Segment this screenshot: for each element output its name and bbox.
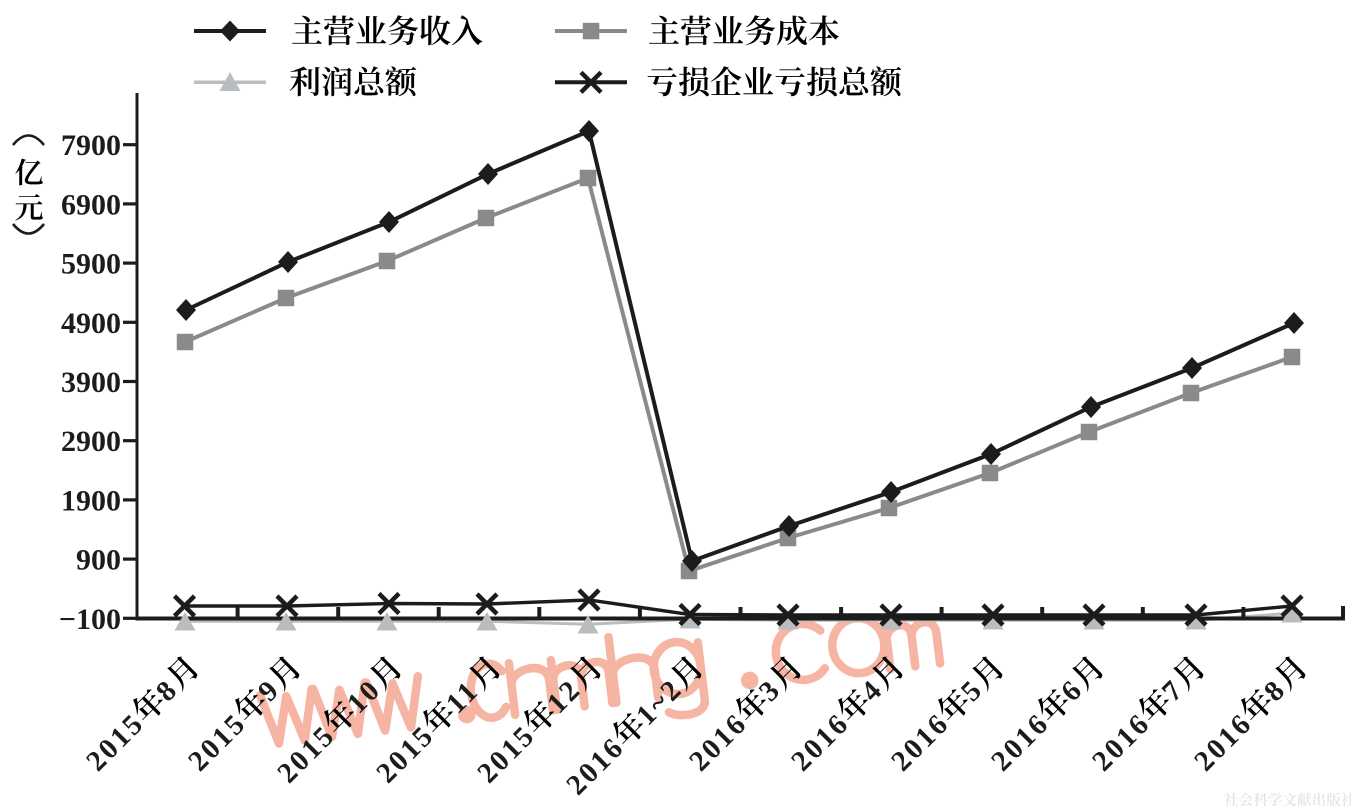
svg-text:6900: 6900 (61, 188, 121, 221)
svg-text:1900: 1900 (61, 484, 121, 517)
svg-text:900: 900 (76, 544, 121, 577)
svg-text:3900: 3900 (61, 366, 121, 399)
svg-text:−100: −100 (59, 603, 121, 636)
svg-text:4900: 4900 (61, 307, 121, 340)
svg-text:5900: 5900 (61, 248, 121, 281)
svg-text:2900: 2900 (61, 425, 121, 458)
svg-text:7900: 7900 (61, 129, 121, 162)
